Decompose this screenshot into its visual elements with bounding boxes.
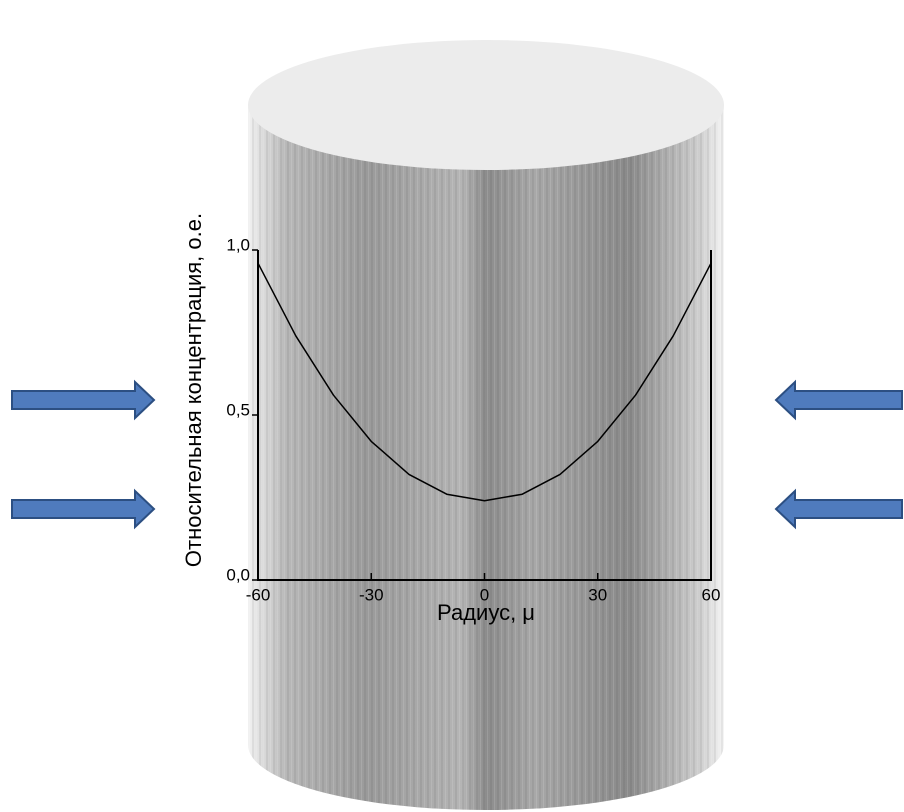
- x-tick-label: 60: [702, 585, 721, 604]
- x-tick-label: -30: [359, 585, 384, 604]
- x-tick-label: 30: [588, 585, 607, 604]
- x-tick-label: -60: [246, 585, 271, 604]
- arrows: [11, 379, 903, 530]
- line: [257, 262, 712, 502]
- cylinder: [248, 40, 724, 810]
- y-tick-label: 1,0: [226, 235, 250, 254]
- x-tick-label: 0: [480, 585, 489, 604]
- x-axis-title: Радиус, μ: [437, 600, 535, 625]
- y-tick-label: 0,0: [226, 565, 250, 584]
- y-axis-title: Относительная концентрация, о.е.: [181, 213, 206, 567]
- y-tick-label: 0,5: [226, 400, 250, 419]
